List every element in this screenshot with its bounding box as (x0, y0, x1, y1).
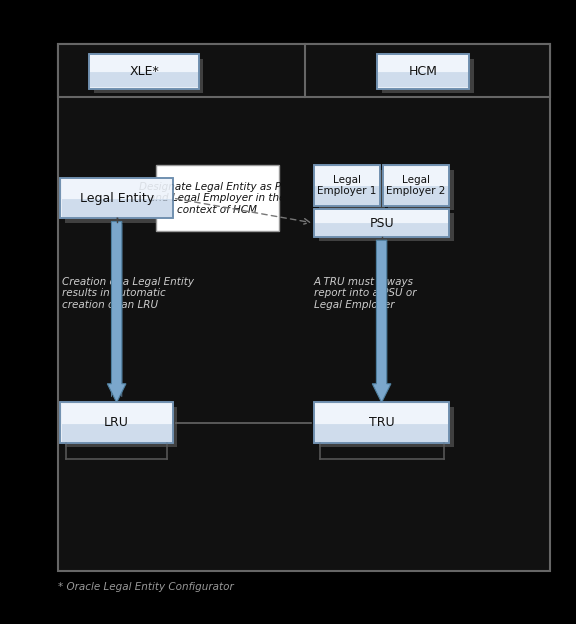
Bar (62, 404, 172, 425)
Bar (60, 178, 173, 218)
Bar (90, 72, 198, 87)
Polygon shape (107, 222, 126, 402)
Text: TRU: TRU (369, 416, 395, 429)
Bar (377, 54, 469, 89)
Bar (314, 209, 449, 237)
Bar (319, 213, 454, 241)
Bar (378, 72, 468, 87)
Bar (314, 165, 380, 206)
Bar (315, 223, 448, 236)
Bar (60, 178, 173, 218)
Text: * Oracle Legal Entity Configurator: * Oracle Legal Entity Configurator (58, 582, 233, 592)
Bar (315, 210, 448, 225)
Polygon shape (372, 240, 391, 402)
Bar (314, 402, 449, 443)
Bar (65, 407, 177, 447)
Bar (384, 167, 448, 188)
Bar (315, 404, 448, 425)
Text: HCM: HCM (409, 65, 438, 78)
Bar (384, 187, 448, 205)
Bar (314, 402, 449, 443)
Text: Creation of a Legal Entity
results in automatic
creation of an LRU: Creation of a Legal Entity results in au… (62, 276, 194, 310)
Bar (319, 407, 454, 447)
Bar (58, 44, 550, 571)
Bar (383, 165, 449, 206)
Bar (62, 424, 172, 442)
Bar (62, 199, 172, 217)
Bar (94, 59, 203, 93)
Bar (90, 56, 198, 73)
Bar (314, 165, 380, 206)
Bar (156, 165, 279, 231)
Text: XLE*: XLE* (129, 65, 159, 78)
Text: Legal
Employer 1: Legal Employer 1 (317, 175, 377, 197)
Bar (314, 209, 449, 237)
Text: Legal
Employer 2: Legal Employer 2 (386, 175, 446, 197)
Text: A TRU must always
report into a PSU or
Legal Employer: A TRU must always report into a PSU or L… (314, 276, 416, 310)
Bar (388, 170, 454, 210)
Bar (65, 182, 177, 223)
Bar (319, 170, 385, 210)
Bar (89, 54, 199, 89)
Bar (382, 59, 474, 93)
Bar (89, 54, 199, 89)
Text: LRU: LRU (104, 416, 129, 429)
Bar (378, 56, 468, 73)
Bar (62, 179, 172, 200)
Bar (60, 402, 173, 443)
Bar (377, 54, 469, 89)
Bar (315, 167, 379, 188)
Bar (315, 187, 379, 205)
Bar (315, 424, 448, 442)
Text: Designate Legal Entity as PSU
and Legal Employer in the
context of HCM: Designate Legal Entity as PSU and Legal … (139, 182, 295, 215)
Text: Legal Entity: Legal Entity (79, 192, 154, 205)
Text: PSU: PSU (369, 217, 394, 230)
Bar (60, 402, 173, 443)
Bar (58, 44, 550, 97)
Bar (383, 165, 449, 206)
